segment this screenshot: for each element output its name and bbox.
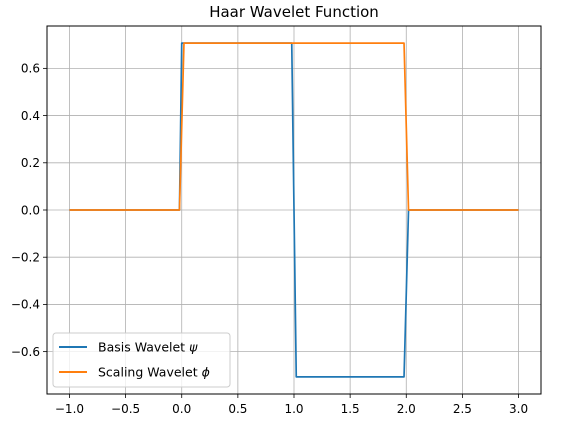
x-tick-label: 3.0 bbox=[509, 402, 528, 416]
x-tick-label: 1.0 bbox=[284, 402, 303, 416]
chart-title: Haar Wavelet Function bbox=[209, 3, 379, 21]
x-tick-label: 0.5 bbox=[228, 402, 247, 416]
legend-label-scaling: Scaling Wavelet ϕ bbox=[98, 365, 210, 380]
y-tick-label: −0.6 bbox=[11, 345, 40, 359]
legend-label-scaling-text: Scaling Wavelet bbox=[98, 365, 202, 380]
legend-label-basis-text: Basis Wavelet bbox=[98, 340, 189, 355]
scaling-wavelet-line bbox=[69, 42, 519, 211]
y-tick-label: 0.4 bbox=[21, 109, 40, 123]
legend-label-basis: Basis Wavelet ψ bbox=[98, 340, 198, 355]
x-tick-label: 2.5 bbox=[453, 402, 472, 416]
y-tick-label: 0.6 bbox=[21, 62, 40, 76]
legend-label-basis-symbol: ψ bbox=[189, 340, 198, 355]
legend-box bbox=[52, 332, 231, 388]
x-tick-label: 1.5 bbox=[341, 402, 360, 416]
y-tick-label: 0.0 bbox=[21, 203, 40, 217]
y-axis-ticks: −0.6 −0.4 −0.2 0.0 0.2 0.4 0.6 bbox=[11, 62, 47, 359]
y-tick-label: −0.2 bbox=[11, 251, 40, 265]
y-tick-label: 0.2 bbox=[21, 156, 40, 170]
x-tick-label: 0.0 bbox=[172, 402, 191, 416]
x-tick-label: −1.0 bbox=[55, 402, 84, 416]
x-tick-label: 2.0 bbox=[397, 402, 416, 416]
x-tick-label: −0.5 bbox=[111, 402, 140, 416]
x-axis-ticks: −1.0 −0.5 0.0 0.5 1.0 1.5 2.0 2.5 3.0 bbox=[55, 394, 528, 416]
y-tick-label: −0.4 bbox=[11, 298, 40, 312]
plot-lines bbox=[69, 42, 519, 378]
legend-label-scaling-symbol: ϕ bbox=[202, 365, 210, 380]
legend: Basis Wavelet ψ Scaling Wavelet ϕ bbox=[52, 332, 231, 388]
